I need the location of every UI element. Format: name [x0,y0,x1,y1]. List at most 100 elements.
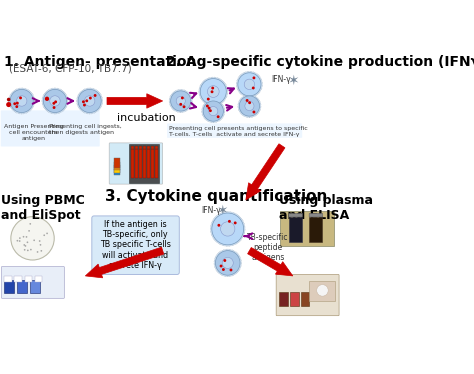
Circle shape [46,233,48,234]
Bar [131,146,134,149]
Bar [114,162,120,171]
Circle shape [211,87,214,89]
Text: Using plasma
and ELISA: Using plasma and ELISA [279,193,373,221]
Bar [139,149,142,178]
Circle shape [176,96,185,105]
Bar [25,276,32,282]
Circle shape [54,100,57,103]
Bar [135,149,138,178]
Circle shape [200,79,226,105]
Circle shape [50,96,60,106]
Circle shape [228,220,231,223]
Text: 3. Cytokine quantification: 3. Cytokine quantification [105,189,327,204]
Circle shape [238,73,261,96]
Circle shape [27,242,28,243]
Circle shape [23,236,24,237]
Text: IFN-γ: IFN-γ [201,206,220,215]
Text: ✶: ✶ [288,74,300,88]
Circle shape [214,249,241,277]
Circle shape [246,99,248,102]
Circle shape [53,102,55,105]
Circle shape [206,105,209,107]
Bar [135,146,138,149]
Circle shape [78,89,101,113]
Text: Presenting cell ingests,
then digests antigen: Presenting cell ingests, then digests an… [49,124,122,135]
Circle shape [199,77,228,106]
FancyBboxPatch shape [128,144,159,183]
Circle shape [252,86,255,89]
FancyBboxPatch shape [309,214,323,217]
Circle shape [84,96,95,106]
Circle shape [220,222,235,236]
Bar [151,149,154,178]
Bar [114,169,120,175]
FancyBboxPatch shape [280,211,334,246]
Circle shape [253,111,255,113]
Circle shape [6,102,11,107]
Circle shape [19,237,21,239]
Circle shape [10,89,33,113]
Circle shape [253,76,255,79]
Text: (ESAT-6, CFP-10, TB7.7): (ESAT-6, CFP-10, TB7.7) [9,63,131,73]
Circle shape [171,91,191,111]
Bar [147,146,150,149]
Circle shape [19,96,22,99]
Circle shape [222,268,225,271]
Bar [35,276,42,282]
Bar [301,292,310,306]
Bar [18,279,27,292]
Circle shape [30,249,32,251]
Circle shape [23,244,25,246]
Circle shape [33,239,35,241]
Circle shape [44,89,66,113]
Circle shape [317,285,328,296]
Circle shape [212,213,244,245]
Circle shape [94,94,97,97]
Circle shape [245,101,254,111]
FancyBboxPatch shape [289,214,302,217]
Circle shape [208,107,210,110]
Circle shape [9,88,35,114]
Circle shape [29,223,31,225]
Bar [30,279,40,292]
FancyArrow shape [107,94,163,108]
FancyBboxPatch shape [1,267,64,298]
Text: ✶: ✶ [217,203,228,218]
Circle shape [26,236,27,238]
Bar [310,281,335,301]
Circle shape [53,106,55,109]
Circle shape [17,96,27,106]
FancyBboxPatch shape [276,275,339,316]
Text: Using PBMC
and EliSpot: Using PBMC and EliSpot [1,193,85,221]
Circle shape [244,79,255,89]
Circle shape [77,88,103,114]
Bar [155,146,158,149]
Circle shape [13,102,16,105]
Circle shape [248,101,251,104]
Circle shape [234,221,237,224]
Circle shape [229,269,232,272]
Bar [15,276,22,282]
Circle shape [223,259,226,262]
Circle shape [210,91,213,93]
Bar [143,149,146,178]
Circle shape [16,102,19,105]
Circle shape [7,98,10,101]
Circle shape [19,240,20,242]
Circle shape [238,95,261,117]
Circle shape [43,234,45,236]
Text: Antigen Presenting
cell encounters
antigen: Antigen Presenting cell encounters antig… [4,124,63,141]
Circle shape [237,71,263,97]
Circle shape [179,103,182,106]
FancyBboxPatch shape [109,143,163,184]
Text: 1. Antigen- presentation: 1. Antigen- presentation [4,55,196,69]
Circle shape [217,115,219,118]
Bar [279,292,288,306]
Circle shape [203,101,223,121]
Circle shape [28,230,30,232]
Bar [147,149,150,178]
Circle shape [239,96,260,116]
Circle shape [15,105,18,108]
Bar [131,149,134,178]
Circle shape [202,99,225,123]
